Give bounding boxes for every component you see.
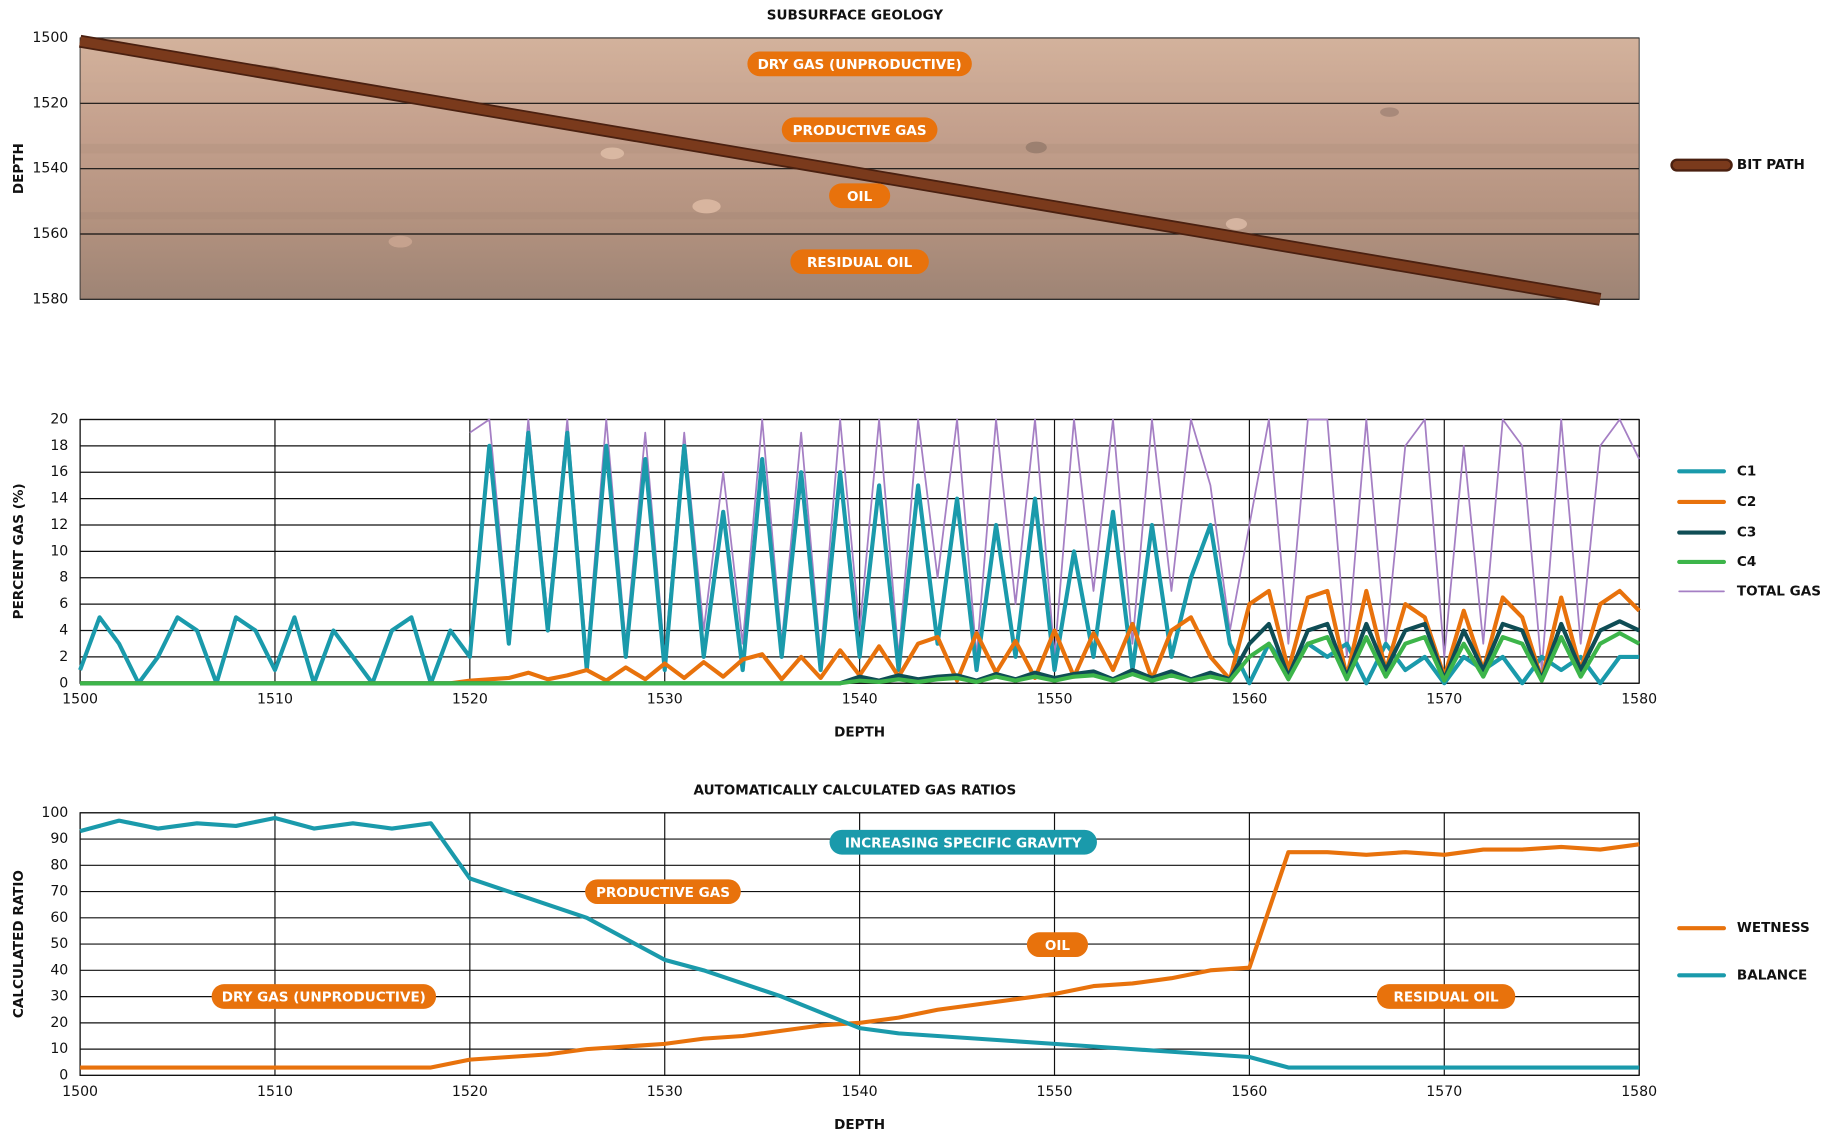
legend-label: TOTAL GAS bbox=[1737, 583, 1821, 599]
y-tick-label: 6 bbox=[59, 596, 68, 612]
x-tick-label: 1540 bbox=[842, 1084, 878, 1100]
x-tick-label: 1500 bbox=[62, 1084, 98, 1100]
annotation-text: DRY GAS (UNPRODUCTIVE) bbox=[222, 990, 426, 1006]
y-tick-label: 100 bbox=[41, 805, 68, 821]
y-tick-label: 1540 bbox=[32, 161, 68, 177]
x-tick-label: 1550 bbox=[1037, 1084, 1073, 1100]
y-tick-label: 20 bbox=[50, 411, 68, 427]
annotation-text: OIL bbox=[847, 189, 873, 205]
chart-title: SUBSURFACE GEOLOGY bbox=[767, 8, 944, 24]
y-tick-label: 14 bbox=[50, 491, 68, 507]
annotation-text: RESIDUAL OIL bbox=[1393, 990, 1499, 1006]
annotation-text: INCREASING SPECIFIC GRAVITY bbox=[845, 835, 1082, 851]
y-tick-label: 10 bbox=[50, 1041, 68, 1057]
x-tick-label: 1510 bbox=[257, 692, 293, 708]
legend-label: C4 bbox=[1737, 554, 1756, 570]
x-tick-label: 1560 bbox=[1231, 692, 1267, 708]
x-tick-label: 1570 bbox=[1426, 692, 1462, 708]
y-tick-label: 60 bbox=[50, 910, 68, 926]
x-tick-label: 1530 bbox=[647, 692, 683, 708]
x-tick-label: 1540 bbox=[842, 692, 878, 708]
dashboard: SUBSURFACE GEOLOGY 1500 1520 1540 1560 1580 DE… bbox=[0, 0, 1837, 1131]
x-tick-label: 1580 bbox=[1621, 692, 1657, 708]
legend-label: C1 bbox=[1737, 463, 1756, 479]
y-axis-label: DEPTH bbox=[11, 143, 27, 194]
x-tick-label: 1530 bbox=[647, 1084, 683, 1100]
y-tick-label: 70 bbox=[50, 884, 68, 900]
y-tick-label: 30 bbox=[50, 989, 68, 1005]
y-tick-label: 40 bbox=[50, 962, 68, 978]
y-tick-label: 50 bbox=[50, 936, 68, 952]
y-tick-label: 10 bbox=[50, 543, 68, 559]
chart-title: AUTOMATICALLY CALCULATED GAS RATIOS bbox=[694, 782, 1017, 798]
legend-label: BIT PATH bbox=[1737, 157, 1805, 173]
x-axis-label: DEPTH bbox=[834, 725, 885, 741]
y-tick-label: 1580 bbox=[32, 291, 68, 307]
y-tick-label: 4 bbox=[59, 623, 68, 639]
y-axis-label: PERCENT GAS (%) bbox=[11, 483, 27, 619]
y-tick-label: 90 bbox=[50, 831, 68, 847]
y-tick-label: 12 bbox=[50, 517, 68, 533]
legend-label: C3 bbox=[1737, 525, 1756, 541]
y-tick-label: 1500 bbox=[32, 30, 68, 46]
y-tick-label: 0 bbox=[59, 675, 68, 691]
annotation-text: OIL bbox=[1045, 938, 1071, 954]
y-tick-label: 0 bbox=[59, 1067, 68, 1083]
annotation-text: RESIDUAL OIL bbox=[807, 255, 913, 271]
annotation-text: PRODUCTIVE GAS bbox=[793, 123, 927, 139]
y-tick-label: 18 bbox=[50, 438, 68, 454]
x-tick-label: 1520 bbox=[452, 692, 488, 708]
legend-label: C2 bbox=[1737, 494, 1756, 510]
x-tick-label: 1560 bbox=[1231, 1084, 1267, 1100]
x-tick-label: 1510 bbox=[257, 1084, 293, 1100]
y-tick-label: 8 bbox=[59, 570, 68, 586]
x-tick-label: 1520 bbox=[452, 1084, 488, 1100]
annotation-text: DRY GAS (UNPRODUCTIVE) bbox=[758, 57, 962, 73]
x-tick-label: 1580 bbox=[1621, 1084, 1657, 1100]
legend-label: WETNESS bbox=[1737, 920, 1810, 936]
y-tick-label: 1520 bbox=[32, 95, 68, 111]
y-tick-label: 2 bbox=[59, 649, 68, 665]
x-tick-label: 1570 bbox=[1426, 1084, 1462, 1100]
x-tick-label: 1550 bbox=[1037, 692, 1073, 708]
x-tick-label: 1500 bbox=[62, 692, 98, 708]
annotation-text: PRODUCTIVE GAS bbox=[596, 885, 730, 901]
x-axis-label: DEPTH bbox=[834, 1117, 885, 1131]
legend-label: BALANCE bbox=[1737, 967, 1807, 983]
y-tick-label: 16 bbox=[50, 464, 68, 480]
y-tick-label: 20 bbox=[50, 1015, 68, 1031]
y-tick-label: 80 bbox=[50, 857, 68, 873]
y-axis-label: CALCULATED RATIO bbox=[11, 870, 27, 1018]
y-tick-label: 1560 bbox=[32, 226, 68, 242]
